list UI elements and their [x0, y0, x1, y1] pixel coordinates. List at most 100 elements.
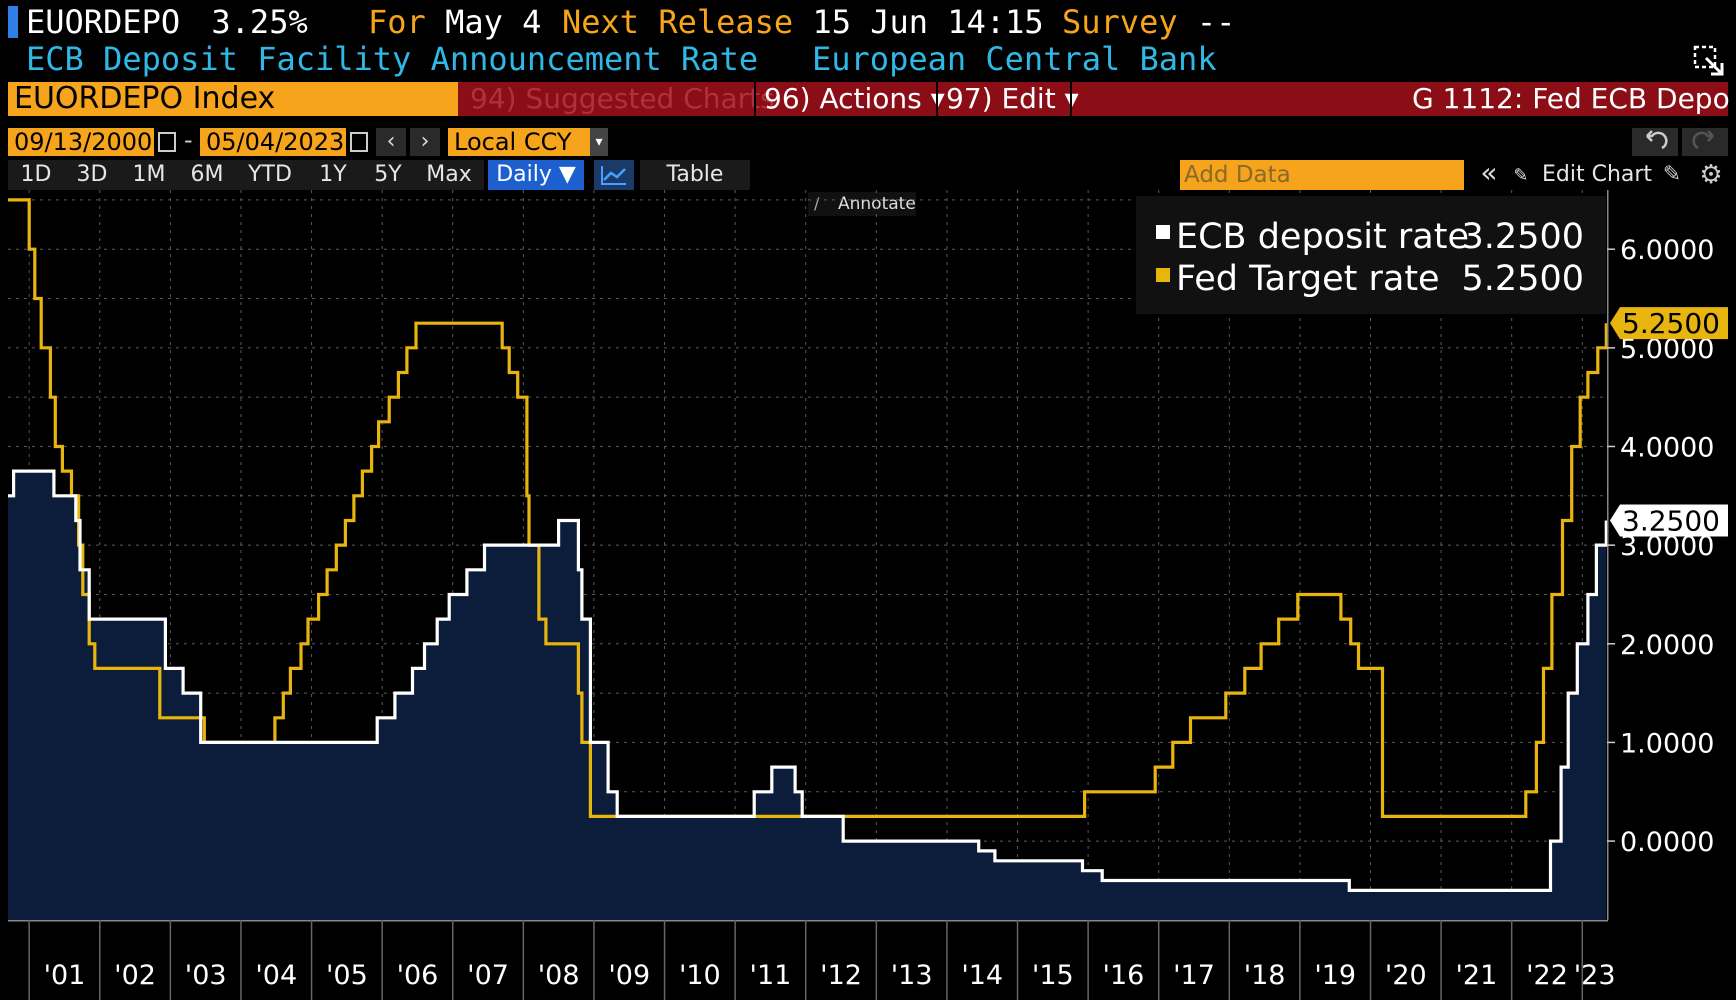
frequency-select[interactable]: Daily ▼	[488, 160, 584, 190]
legend-label-fed: Fed Target rate	[1176, 259, 1440, 299]
line-chart-icon[interactable]	[594, 160, 634, 190]
legend-box	[1136, 196, 1606, 314]
legend-swatch-ecb	[1156, 225, 1170, 239]
range-5y[interactable]: 5Y	[362, 160, 414, 190]
x-tick-label: '14	[961, 960, 1003, 991]
pencil-icon: ✎	[1514, 162, 1528, 187]
edit-divider	[936, 82, 938, 116]
end-date-field[interactable]: 05/04/2023	[200, 128, 346, 156]
suggested-charts-button[interactable]: 94) Suggested Charts	[470, 82, 775, 115]
popout-icon[interactable]	[1692, 44, 1726, 78]
annotate-pencil-icon: ∕	[814, 194, 820, 213]
x-tick-label: '10	[679, 960, 721, 991]
x-tick-label: '17	[1173, 960, 1215, 991]
header-line-1: EUORDEPO 3.25%	[26, 2, 308, 42]
next-release-label: Next Release	[562, 3, 794, 41]
start-calendar-icon[interactable]	[158, 132, 176, 152]
chart-name: G 1112: Fed ECB Depo	[1412, 82, 1730, 115]
x-tick-label: '21	[1456, 960, 1498, 991]
range-1y[interactable]: 1Y	[304, 160, 362, 190]
security-field[interactable]: EUORDEPO Index	[8, 82, 458, 116]
ticker: EUORDEPO	[26, 3, 181, 41]
end-calendar-icon[interactable]	[350, 132, 368, 152]
last-value-tag-fed-text: 5.2500	[1622, 307, 1720, 340]
x-tick-label: '03	[185, 960, 227, 991]
edit-chart-button[interactable]: ✎ Edit Chart	[1510, 160, 1652, 190]
redo-icon[interactable]	[1682, 128, 1728, 156]
y-tick-label: 4.0000	[1620, 432, 1714, 463]
chart-name-divider	[1070, 82, 1072, 116]
actions-divider	[754, 82, 756, 116]
last-value-tag-fed-shape	[1610, 307, 1728, 340]
x-tick-label: '06	[397, 960, 439, 991]
start-date-field[interactable]: 09/13/2000	[8, 128, 154, 156]
x-tick-label: '22	[1526, 960, 1568, 991]
survey-value: --	[1196, 3, 1236, 41]
add-data-field[interactable]: Add Data	[1180, 160, 1464, 190]
current-value: 3.25%	[211, 3, 308, 41]
x-tick-label: '13	[891, 960, 933, 991]
x-tick-label: '05	[326, 960, 368, 991]
range-1m[interactable]: 1M	[120, 160, 178, 190]
for-label: For	[368, 3, 426, 41]
currency-dropdown-icon[interactable]: ▾	[590, 128, 608, 156]
prev-period-button[interactable]: ‹	[376, 128, 406, 156]
settings-gear-icon[interactable]: ⚙	[1699, 160, 1723, 190]
x-tick-label: '02	[114, 960, 156, 991]
currency-select[interactable]: Local CCY	[448, 128, 590, 156]
last-value-tag-ecb: 3.2500	[1610, 504, 1728, 537]
range-6m[interactable]: 6M	[178, 160, 236, 190]
legend-swatch-fed	[1156, 268, 1170, 282]
x-tick-label: '08	[538, 960, 580, 991]
for-date-block: For May 4	[368, 2, 541, 42]
x-tick-label: '01	[44, 960, 86, 991]
y-tick-label: 1.0000	[1620, 728, 1714, 759]
description: ECB Deposit Facility Announcement Rate	[26, 40, 759, 78]
range-3d[interactable]: 3D	[64, 160, 120, 190]
next-release-block: Next Release 15 Jun 14:15	[562, 2, 1044, 42]
undo-icon[interactable]	[1632, 128, 1678, 156]
ticker-marker	[8, 6, 18, 38]
last-value-tag-fed: 5.2500	[1610, 307, 1728, 340]
x-tick-label: '09	[608, 960, 650, 991]
x-tick-label: '12	[820, 960, 862, 991]
currency-label: Local CCY	[454, 128, 572, 156]
edit-menu[interactable]: 97) Edit ▾	[946, 82, 1079, 115]
survey-block: Survey --	[1062, 2, 1235, 42]
plot-frame-right	[1607, 190, 1609, 920]
edit-chart-label: Edit Chart	[1542, 162, 1653, 187]
for-date: May 4	[445, 3, 542, 41]
last-value-tag-ecb-text: 3.2500	[1622, 504, 1720, 537]
x-tick-label: '18	[1244, 960, 1286, 991]
date-separator: -	[184, 126, 193, 154]
y-tick-label: 6.0000	[1620, 235, 1714, 266]
chart-tool-icon[interactable]: ✎	[1662, 162, 1682, 187]
range-1d[interactable]: 1D	[8, 160, 64, 190]
x-axis: '01 '02 '03 '04 '05 '06 '07 '08 '09 '10 '11 '12 '13 '…	[28, 920, 1616, 1000]
range-max[interactable]: Max	[414, 160, 484, 190]
x-tick-label: '20	[1385, 960, 1427, 991]
x-tick-label: '11	[750, 960, 792, 991]
x-tick-label: '19	[1314, 960, 1356, 991]
y-tick-label: 0.0000	[1620, 827, 1714, 858]
start-date: 09/13/2000	[14, 128, 153, 156]
annotate-label: Annotate	[838, 194, 916, 214]
collapse-icon[interactable]: «	[1480, 156, 1498, 189]
legend: ECB deposit rate 3.2500 Fed Target rate …	[1136, 196, 1606, 314]
legend-value-ecb: 3.2500	[1462, 217, 1584, 257]
next-period-button[interactable]: ›	[410, 128, 440, 156]
next-release-value: 15 Jun 14:15	[812, 3, 1044, 41]
fed-target-rate-line	[8, 198, 1608, 818]
x-tick-label: '15	[1032, 960, 1074, 991]
security-label: EUORDEPO Index	[14, 81, 276, 116]
range-ytd[interactable]: YTD	[236, 160, 304, 190]
x-tick-label: '04	[255, 960, 297, 991]
x-tick-label: '07	[467, 960, 509, 991]
actions-menu[interactable]: 96) Actions ▾	[764, 82, 945, 115]
table-button[interactable]: Table	[640, 160, 750, 190]
y-tick-label: 2.0000	[1620, 630, 1714, 661]
survey-label: Survey	[1062, 3, 1178, 41]
x-tick-label: '16	[1103, 960, 1145, 991]
annotate-button[interactable]: ∕ Annotate	[808, 192, 916, 216]
ecb-area-fill	[8, 471, 1607, 920]
